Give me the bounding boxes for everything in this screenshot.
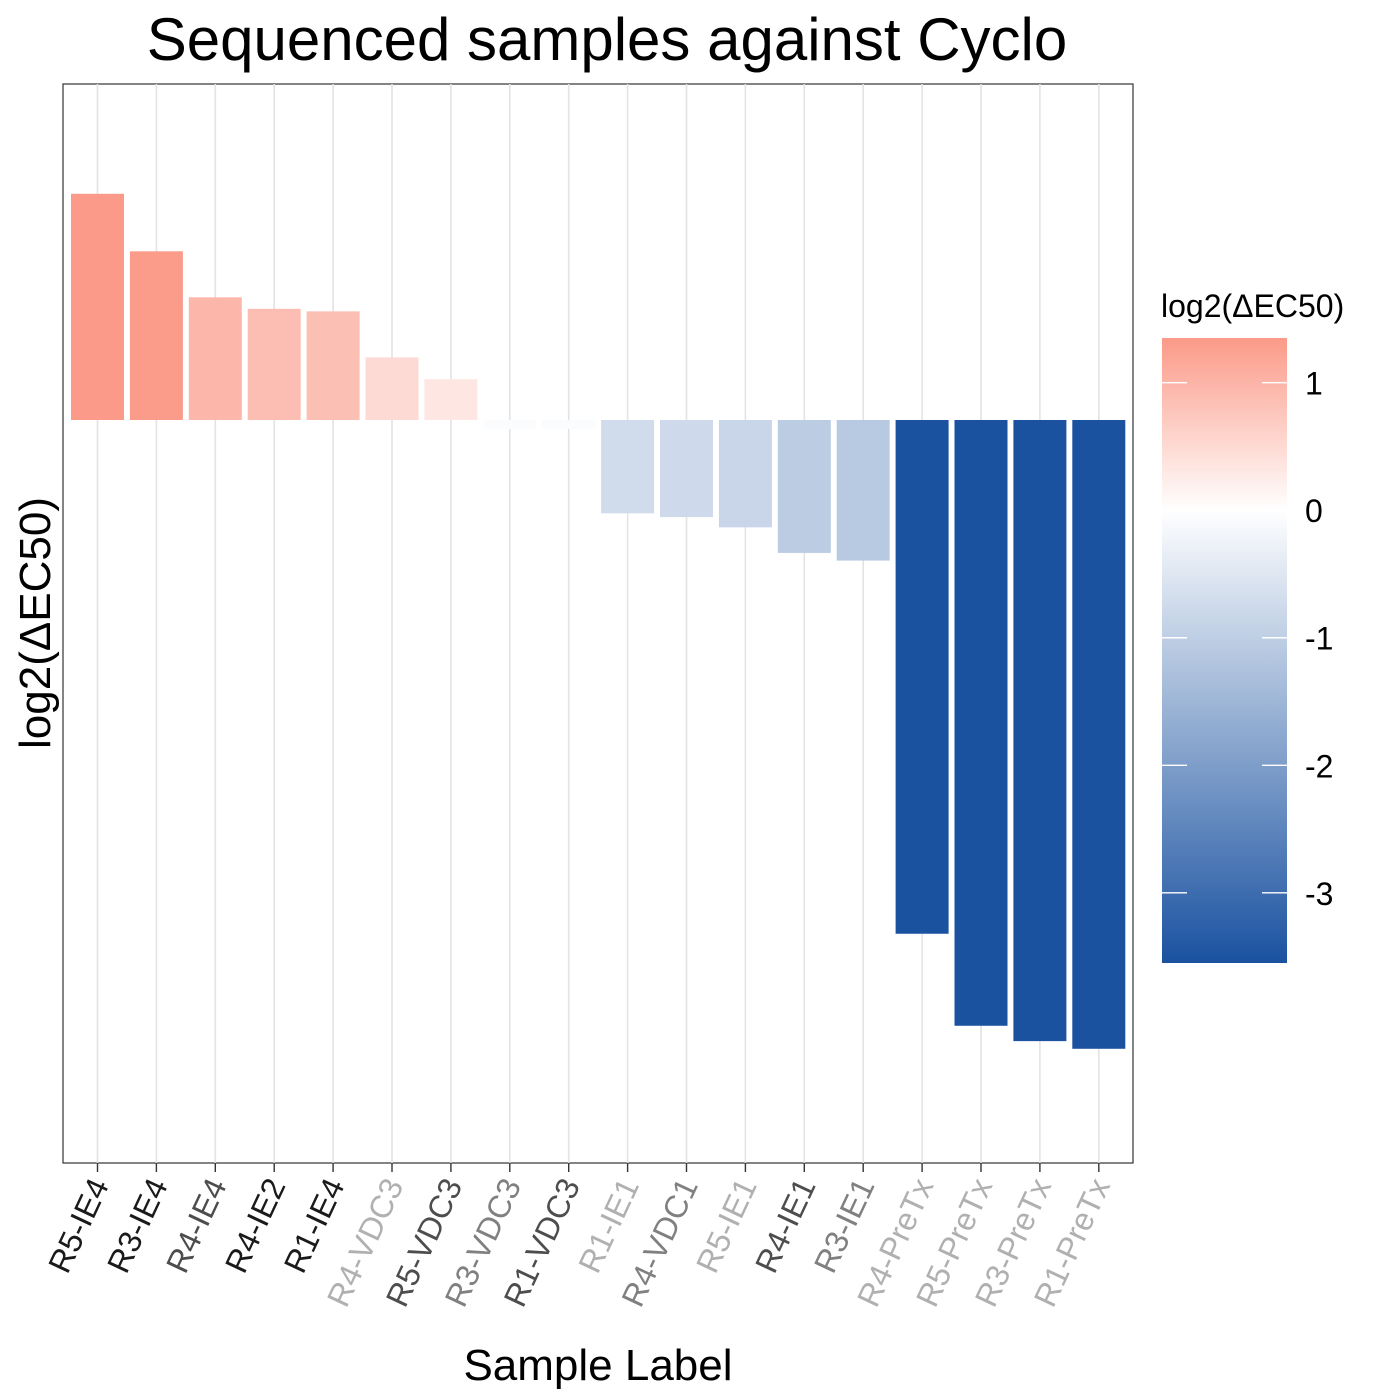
bar-r4-pretx: [895, 420, 949, 934]
legend-tick-label: -2: [1305, 748, 1333, 784]
legend-ticks: 1 0 -1 -2 -3: [1162, 366, 1333, 912]
bar-r1-ie4: [306, 311, 360, 420]
bar-r3-ie1: [836, 420, 890, 561]
bar-r5-ie4: [71, 193, 124, 420]
bars: [71, 193, 1126, 1049]
bar-r3-ie4: [129, 251, 183, 420]
legend-tick-label: 0: [1305, 493, 1323, 529]
bar-r4-ie1: [777, 420, 831, 553]
bar-r5-vdc3: [424, 379, 478, 420]
bar-r4-vdc1: [660, 420, 713, 518]
bar-r1-vdc3: [542, 420, 596, 429]
color-legend: log2(ΔEC50) 1 0 -1 -2 -3: [1161, 288, 1344, 963]
bar-r3-pretx: [1013, 420, 1067, 1042]
bar-r4-ie4: [188, 297, 242, 420]
legend-tick-label: -3: [1305, 876, 1333, 912]
legend-title: log2(ΔEC50): [1161, 288, 1344, 324]
bar-r4-vdc3: [365, 357, 419, 420]
y-axis-title: log2(ΔEC50): [11, 497, 60, 749]
legend-tick-label: -1: [1305, 621, 1333, 657]
bar-r3-vdc3: [483, 420, 537, 429]
bar-r1-pretx: [1072, 420, 1126, 1049]
x-axis-ticks: [96, 1163, 1100, 1172]
bar-r5-ie1: [718, 420, 772, 528]
bar-r4-ie2: [247, 308, 301, 420]
bar-r1-ie1: [601, 420, 655, 514]
chart-title: Sequenced samples against Cyclo: [147, 6, 1068, 73]
bar-r5-pretx: [954, 420, 1008, 1026]
legend-tick-label: 1: [1305, 366, 1323, 402]
x-axis-title: Sample Label: [463, 1341, 732, 1390]
legend-colorbar: [1162, 338, 1287, 963]
x-axis-tick-labels: R5-IE4R3-IE4R4-IE4R4-IE2R1-IE4R4-VDC3R5-…: [41, 1173, 1117, 1312]
